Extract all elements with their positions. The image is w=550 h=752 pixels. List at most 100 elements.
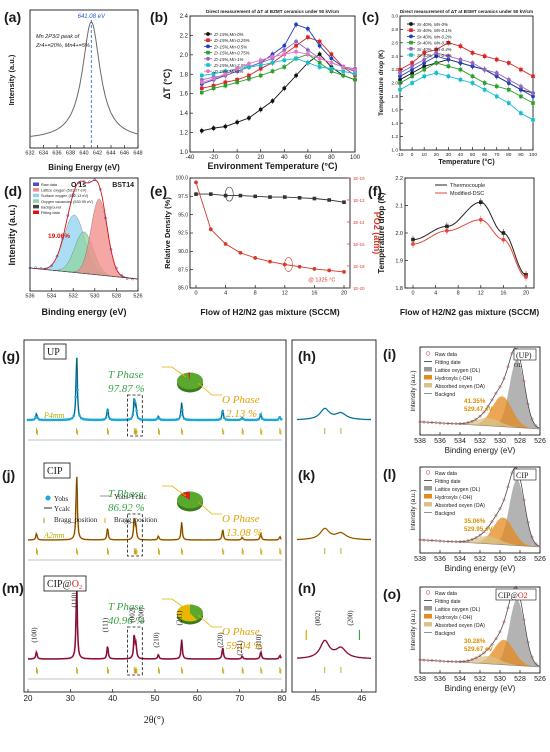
- panel-b-point: [235, 66, 240, 71]
- xps-i-legend-label: Backgnd: [435, 392, 455, 398]
- xrd-m-t-value: 40.96 %: [108, 615, 145, 627]
- panel-d-annotation: 19.06%: [48, 233, 70, 240]
- panel-c-series-line: [399, 52, 534, 94]
- xrd-legend-bragg2: Bragg_position: [114, 516, 158, 524]
- xrd-g-obs-point: [249, 418, 253, 422]
- panel-c-point: [434, 50, 439, 55]
- xrd-g-obs-point: [36, 416, 39, 419]
- xrd-g-sample-label: UP: [47, 347, 60, 358]
- xrd-g-obs-point: [112, 418, 116, 422]
- xrd-g-obs-point: [272, 418, 276, 422]
- panel-c-point: [410, 74, 414, 79]
- panel-b-series-line: [201, 53, 356, 93]
- xrd-g-obs-point: [99, 418, 102, 422]
- panel-a-title-line2: Zr4+=20%, Mn4+=5%: [35, 43, 90, 49]
- panel-e-xtick-label: 8: [254, 291, 257, 297]
- xrd-g-obs-point: [209, 418, 213, 422]
- panel-e-y2tick-label: 1E-18: [353, 264, 365, 269]
- panel-f-series-line: [412, 201, 527, 276]
- xps-i-absorbed-area: [420, 417, 540, 429]
- xrd-m-o-label: O Phase: [222, 626, 260, 638]
- panel-f-point: [478, 217, 483, 222]
- panel-d-ylabel: Intensity (a.u.): [7, 204, 17, 265]
- panel-d-legend-label: Raw data: [41, 183, 58, 187]
- xrd-g-obs-point: [196, 418, 199, 422]
- panel-b-point: [258, 66, 263, 71]
- panel-e-axis-indicator-right: [284, 257, 293, 272]
- panel-d-legend-swatch: [33, 193, 39, 198]
- xrd-m-hkl-label: (002): [128, 607, 136, 623]
- xps-o-xtick-label: 538: [414, 676, 426, 683]
- panel-b-point: [317, 56, 322, 61]
- xrd-g-obs-point: [83, 418, 87, 421]
- xps-o-raw-point: [502, 620, 506, 624]
- panel-c-point: [494, 84, 499, 89]
- panel-letter: (c): [362, 9, 379, 25]
- panel-c-ytick-label: 1.0: [391, 148, 398, 154]
- panel-c-point: [494, 71, 499, 75]
- panel-d-sample: BST14: [112, 182, 134, 189]
- panel-b-point: [258, 73, 263, 78]
- xps-l-raw-point: [502, 498, 506, 502]
- panel-c-ytick-label: 2.0: [391, 81, 398, 87]
- panel-e-point: [327, 268, 332, 273]
- xps-l-absorbed-area: [420, 536, 540, 547]
- panel-b-legend-marker: [206, 44, 210, 49]
- panel-c-point: [482, 87, 487, 92]
- xrd-g-obs-point: [278, 416, 281, 419]
- xrd-g-obs-point: [142, 418, 146, 422]
- xps-o-legend-label: Fitting date: [435, 599, 461, 605]
- panel-b-point: [282, 86, 287, 91]
- xps-i-raw-point: [466, 421, 470, 425]
- xrd-g-obs-point: [219, 417, 222, 421]
- xps-l-legend-label: Hydroxyls (-OH): [435, 495, 472, 501]
- panel-f-ytick-label: 2.2: [395, 176, 403, 182]
- panel-b-point: [199, 73, 204, 78]
- panel-b-point: [306, 35, 310, 40]
- panel-letter: (e): [150, 183, 167, 199]
- xrd-g-obs-point: [133, 399, 136, 402]
- xps-i-raw-point: [526, 402, 530, 406]
- panel-c-point: [410, 71, 414, 75]
- xrd-g-obs-point: [268, 418, 272, 422]
- xrd-g-obs-point: [144, 418, 148, 422]
- xps-l-raw-point: [498, 507, 502, 511]
- panel-c-xtick-label: 60: [482, 152, 488, 158]
- panel-b-point: [294, 56, 298, 61]
- xps-o-legend-swatch: [424, 606, 432, 611]
- panel-b-point: [258, 63, 263, 68]
- panel-b-point: [317, 39, 322, 44]
- xrd-g-obs-point: [181, 408, 184, 411]
- xps-l-background: [419, 539, 541, 548]
- panel-b-point: [199, 128, 204, 133]
- panel-d-legend-swatch: [33, 204, 39, 209]
- panel-letter: (k): [298, 467, 315, 483]
- panel-c-legend-label: Sr-40%, Mn-0.2%: [417, 34, 452, 39]
- xps-l-legend-label: Fitting date: [435, 479, 461, 485]
- xps-i-xtick-label: 534: [454, 438, 466, 445]
- xrd-g-obs-point: [87, 418, 91, 422]
- panel-c-point: [446, 57, 451, 62]
- panel-c-legend-marker: [409, 22, 413, 26]
- panel-c-point: [519, 67, 523, 72]
- panel-c-point: [446, 74, 451, 79]
- panel-c-point: [507, 61, 511, 65]
- panel-b-legend-marker: [206, 32, 210, 36]
- xrd-g-obs-point: [49, 418, 53, 422]
- panel-d-legend-swatch: [33, 210, 39, 214]
- panel-c-ytick-label: 2.2: [391, 67, 398, 73]
- xrd-g-obs-point: [251, 418, 255, 422]
- xrd-g-obs-point: [163, 418, 167, 422]
- xrd-g-obs-point: [43, 418, 47, 422]
- xps-o-raw-point: [478, 654, 482, 658]
- xrd-g-obs-point: [76, 388, 79, 392]
- xrd-g-obs-point: [215, 418, 218, 422]
- xps-i-raw-point: [490, 398, 494, 402]
- xrd-m-hkl-label: (211): [176, 610, 184, 626]
- panel-e-ytick-label: 85.0: [178, 286, 188, 292]
- xps-i-legend-swatch: [424, 375, 432, 380]
- xrd-inset-j-observed: [296, 527, 371, 541]
- panel-b-point: [247, 65, 251, 69]
- xrd-g-obs-point: [26, 418, 30, 422]
- xps-i-legend-swatch: [425, 351, 431, 356]
